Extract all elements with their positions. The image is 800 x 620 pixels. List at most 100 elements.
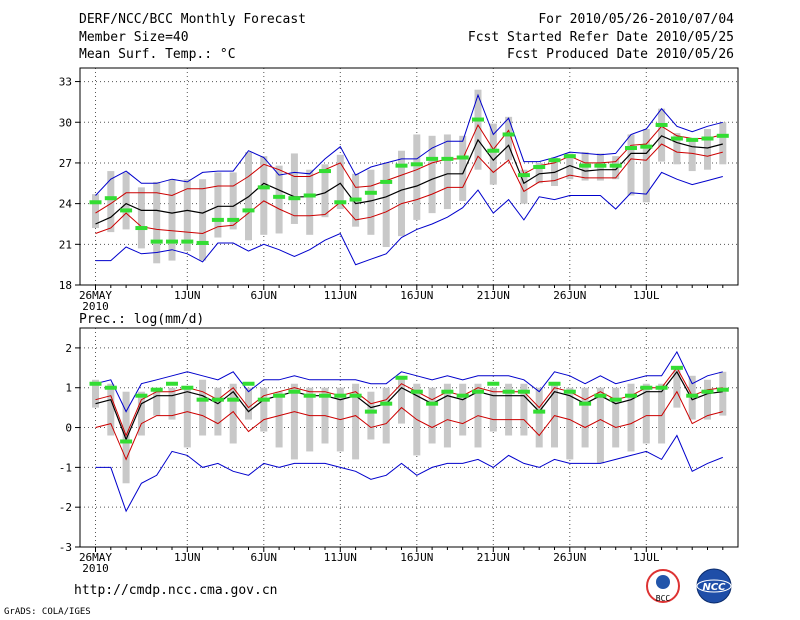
spread-bar [153, 387, 161, 416]
median-marker [166, 381, 178, 386]
median-marker [609, 163, 622, 168]
median-marker [472, 117, 484, 122]
sd-lower-line [95, 143, 723, 235]
median-marker [517, 389, 530, 394]
spread-bar [214, 172, 222, 238]
median-marker [181, 239, 194, 244]
max-line [95, 93, 723, 196]
spread-bar [627, 383, 635, 452]
median-marker [579, 163, 592, 168]
median-marker [334, 200, 347, 205]
spread-bar [428, 387, 436, 444]
ncc-logo-text: NCC [702, 582, 726, 593]
spread-bar [367, 391, 375, 440]
spread-bar [719, 371, 727, 416]
median-marker [502, 132, 515, 137]
spread-bar [122, 172, 130, 230]
median-marker [227, 217, 240, 222]
member-size-label: Member Size=40 [79, 30, 189, 45]
spread-bar [92, 379, 99, 408]
source-url[interactable]: http://cmdp.ncc.cma.gov.cn [74, 583, 278, 598]
spread-bar [688, 138, 696, 172]
x-tick-label: 11JUN [324, 551, 357, 564]
median-marker [441, 389, 454, 394]
median-marker [579, 401, 592, 406]
spread-bar [199, 379, 207, 436]
median-marker [288, 389, 301, 394]
median-marker [716, 133, 729, 138]
x-tick-label: 1JUN [174, 289, 201, 302]
spread-bar [658, 383, 666, 444]
median-marker [502, 389, 515, 394]
sd-upper-line [95, 123, 723, 214]
median-marker [380, 401, 393, 406]
x-tick-label: 26JUN [553, 289, 586, 302]
median-marker [181, 385, 194, 390]
y-tick-label: -3 [59, 541, 72, 554]
spread-bar [137, 187, 145, 249]
median-marker [89, 381, 102, 386]
spread-bar [413, 134, 421, 220]
median-marker [640, 144, 653, 149]
min-line [95, 434, 723, 513]
x-tick-label: 21JUN [477, 551, 510, 564]
spread-bar [719, 122, 727, 165]
spread-bar [168, 387, 176, 420]
spread-bar [443, 383, 451, 448]
spread-bar [153, 181, 161, 264]
spread-bar [704, 379, 711, 420]
median-marker [273, 194, 286, 199]
median-marker [716, 387, 729, 392]
median-marker [487, 381, 500, 386]
spread-bar [352, 383, 360, 460]
x-tick-label: 16JUN [400, 289, 433, 302]
median-marker [104, 196, 117, 201]
sd-lower-line [95, 390, 723, 461]
median-marker [533, 409, 546, 414]
spread-bar [505, 116, 513, 161]
y-tick-label: 30 [59, 116, 72, 129]
x-tick-label: 16JUN [400, 551, 433, 564]
x-year-label: 2010 [82, 562, 109, 575]
median-marker [441, 156, 454, 161]
median-marker [242, 208, 255, 213]
spread-bar [398, 375, 405, 424]
spread-bar [306, 387, 314, 452]
spread-bar [229, 383, 237, 444]
spread-bar [642, 129, 650, 203]
fcst-produced-date: Fcst Produced Date 2010/05/26 [507, 47, 734, 62]
median-marker [640, 385, 653, 390]
spread-bar [566, 387, 574, 460]
x-tick-label: 26MAY [79, 289, 112, 302]
spread-bar [596, 387, 604, 464]
median-marker [196, 240, 209, 245]
spread-bar [92, 194, 99, 229]
spread-bar [306, 169, 314, 235]
spread-bar [658, 108, 666, 162]
median-marker [410, 162, 423, 167]
median-marker [150, 239, 163, 244]
spread-bar [535, 387, 543, 448]
spread-bar [260, 387, 268, 432]
ncc-logo-orbit [696, 579, 732, 593]
spread-bar [443, 134, 451, 210]
spread-bar [290, 153, 298, 224]
chart-panel-temperature [75, 67, 739, 290]
median-marker [670, 136, 683, 141]
median-marker [686, 393, 699, 398]
median-marker [196, 397, 209, 402]
median-marker [410, 389, 423, 394]
median-marker [701, 136, 714, 141]
median-marker [120, 439, 133, 444]
median-marker [288, 196, 301, 201]
median-marker [273, 393, 286, 398]
spread-bar [107, 171, 115, 233]
median-marker [625, 146, 637, 151]
median-marker [349, 393, 362, 398]
y-tick-label: 27 [59, 157, 72, 170]
median-marker [257, 185, 270, 190]
x-tick-label: 6JUN [251, 551, 278, 564]
median-marker [517, 173, 530, 178]
median-marker [211, 217, 224, 222]
x-tick-label: 21JUN [477, 289, 510, 302]
